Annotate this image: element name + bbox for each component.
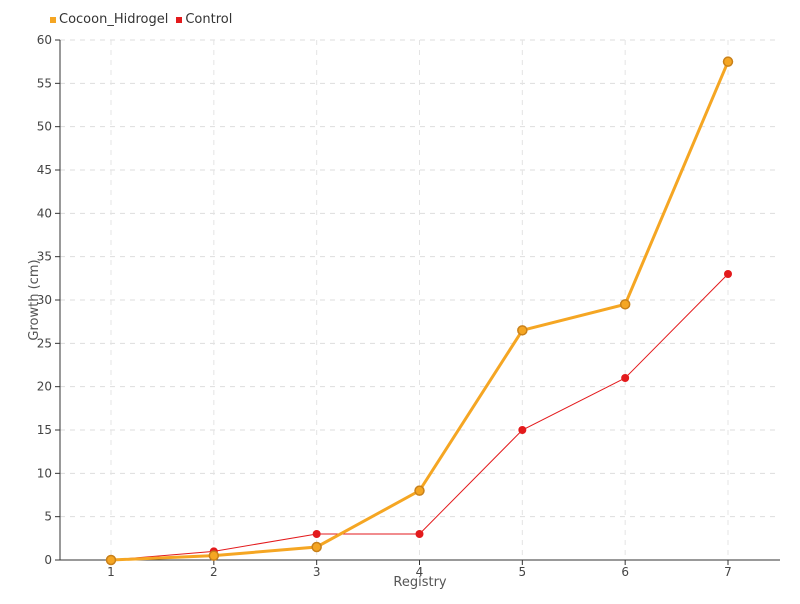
legend: Cocoon_Hidrogel Control [50, 12, 232, 27]
y-axis-label: Growth (cm) [27, 259, 42, 340]
x-tick-label: 2 [210, 565, 218, 579]
series-layer [105, 56, 734, 566]
data-point-control[interactable] [724, 270, 732, 278]
y-tick-label: 15 [37, 423, 52, 437]
x-tick-label: 5 [519, 565, 527, 579]
x-tick-label: 3 [313, 565, 321, 579]
legend-label-control: Control [185, 12, 233, 27]
grid [60, 39, 780, 560]
data-point-control[interactable] [312, 530, 321, 538]
data-point-cocoon[interactable] [619, 299, 631, 310]
legend-swatch-cocoon [50, 16, 56, 23]
y-tick-label: 5 [44, 510, 52, 524]
y-tick-label: 35 [37, 250, 52, 264]
data-point-cocoon[interactable] [208, 550, 220, 561]
data-point-cocoon[interactable] [311, 541, 322, 553]
y-tick-label: 30 [37, 293, 52, 307]
x-tick-label: 1 [107, 565, 115, 579]
y-tick-label: 45 [37, 163, 52, 177]
data-point-cocoon[interactable] [517, 325, 528, 336]
legend-label-cocoon: Cocoon_Hidrogel [59, 12, 169, 27]
data-point-control[interactable] [621, 374, 630, 382]
y-tick-label: 50 [37, 120, 52, 134]
data-point-cocoon[interactable] [722, 56, 734, 67]
x-tick-label: 4 [416, 565, 424, 579]
data-point-control[interactable] [518, 426, 527, 434]
x-axis-label: Registry [393, 575, 447, 590]
legend-swatch-control [176, 16, 183, 23]
y-tick-label: 40 [37, 206, 52, 220]
y-tick-label: 25 [37, 336, 52, 350]
data-point-control[interactable] [415, 530, 424, 538]
legend-item-cocoon[interactable]: Cocoon_Hidrogel [50, 12, 168, 27]
legend-item-control[interactable]: Control [176, 12, 232, 27]
x-tick-label: 6 [621, 565, 629, 579]
y-tick-label: 20 [37, 380, 52, 394]
data-point-cocoon[interactable] [105, 554, 117, 566]
y-tick-label: 10 [37, 466, 52, 480]
x-tick-label: 7 [724, 565, 732, 579]
y-tick-label: 60 [37, 33, 52, 47]
y-tick-label: 55 [37, 76, 52, 90]
y-tick-label: 0 [44, 553, 52, 567]
data-point-cocoon[interactable] [414, 485, 425, 496]
